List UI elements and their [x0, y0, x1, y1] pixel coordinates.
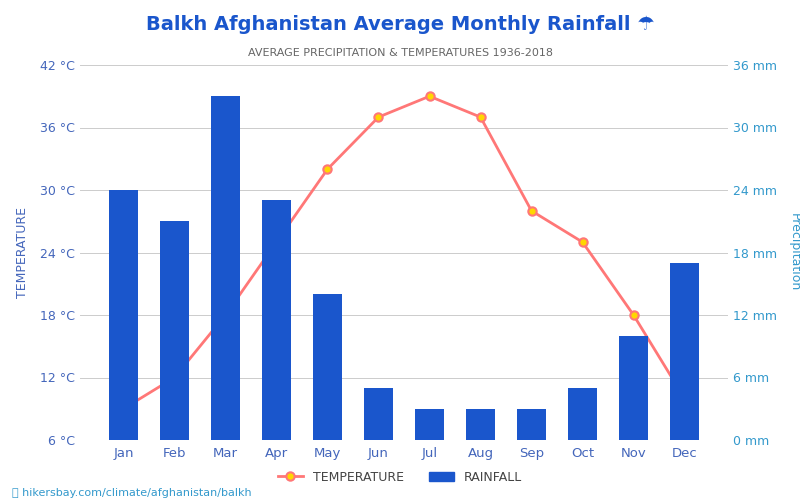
Bar	[161, 221, 189, 440]
Legend: TEMPERATURE, RAINFALL: TEMPERATURE, RAINFALL	[273, 466, 527, 489]
Y-axis label: TEMPERATURE: TEMPERATURE	[16, 207, 29, 298]
Bar	[569, 388, 597, 440]
Y-axis label: Precipitation: Precipitation	[788, 214, 800, 292]
Bar	[314, 294, 342, 440]
Bar	[110, 190, 138, 440]
Bar	[262, 200, 290, 440]
Text: 📍 hikersbay.com/climate/afghanistan/balkh: 📍 hikersbay.com/climate/afghanistan/balk…	[12, 488, 252, 498]
Bar	[619, 336, 647, 440]
Bar	[518, 409, 546, 440]
Text: Balkh Afghanistan Average Monthly Rainfall ☂: Balkh Afghanistan Average Monthly Rainfa…	[146, 15, 654, 34]
Bar	[670, 263, 698, 440]
Text: AVERAGE PRECIPITATION & TEMPERATURES 1936-2018: AVERAGE PRECIPITATION & TEMPERATURES 193…	[247, 48, 553, 58]
Bar	[415, 409, 443, 440]
Bar	[365, 388, 393, 440]
Bar	[211, 96, 239, 440]
Bar	[466, 409, 494, 440]
